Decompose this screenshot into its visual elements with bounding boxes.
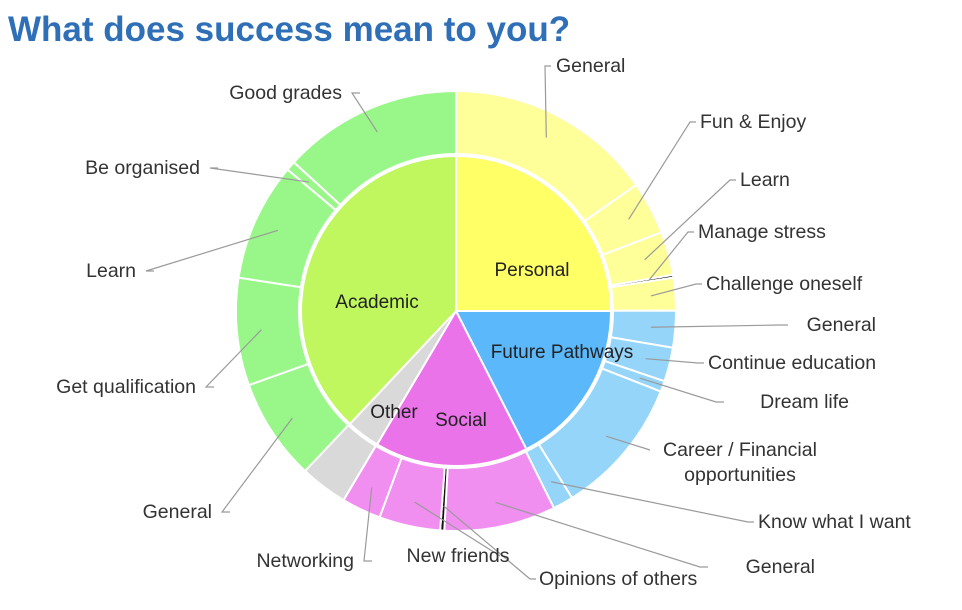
category-labels: Personal Future Pathways Social Other Academ… xyxy=(335,260,633,431)
leader-line-career-financial-opportunities xyxy=(605,435,651,451)
inner-label-future-pathways: Future Pathways xyxy=(491,342,634,363)
inner-segment-future-pathways xyxy=(454,310,613,451)
outer-label-academic-get-qualification: Get qualification xyxy=(56,376,196,398)
outer-segment-academic-good-grades xyxy=(292,89,457,207)
outer-ring xyxy=(235,89,678,532)
outer-label-academic-good-grades: Good grades xyxy=(229,82,342,104)
leader-line-networking xyxy=(363,487,373,562)
outer-label-future-pathways-general: General xyxy=(807,314,876,336)
leader-line-new-friends xyxy=(414,501,501,557)
outer-label-future-pathways-career-financial-opportunities: Career / Financial opportunities xyxy=(663,439,817,486)
inner-segment-personal xyxy=(455,154,613,312)
outer-label-social-new-friends: New friends xyxy=(407,545,510,567)
leader-line-get-qualification xyxy=(204,329,262,388)
leader-line-opinions-of-others xyxy=(443,505,536,580)
outer-label-academic-general: General xyxy=(143,501,212,523)
outer-label-future-pathways-dream-life: Dream life xyxy=(760,391,849,413)
outer-label-academic-learn: Learn xyxy=(86,260,136,282)
outer-label-personal-general: General xyxy=(556,55,625,77)
outer-label-personal-fun-enjoy: Fun & Enjoy xyxy=(700,111,806,133)
outer-label-future-pathways-know-what-i-want: Know what I want xyxy=(758,511,911,533)
outer-label-future-pathways-continue-education: Continue education xyxy=(708,352,876,374)
leader-line-learn xyxy=(145,229,279,272)
inner-segment-social xyxy=(375,308,528,467)
leader-line-learn xyxy=(644,179,736,261)
outer-label-personal-learn: Learn xyxy=(740,169,790,191)
leader-line-manage-stress xyxy=(648,231,694,281)
inner-ring xyxy=(300,154,613,467)
segment-labels: General Fun & Enjoy Learn Manage stress Chal… xyxy=(56,55,911,590)
inner-label-academic: Academic xyxy=(335,292,418,313)
outer-label-social-general: General xyxy=(746,556,815,578)
outer-label-personal-challenge-oneself: Challenge oneself xyxy=(706,273,863,295)
leader-line-know-what-i-want xyxy=(551,481,754,523)
leader-line-good-grades xyxy=(350,92,378,133)
inner-label-social: Social xyxy=(435,410,487,431)
outer-label-personal-manage-stress: Manage stress xyxy=(698,221,826,243)
leader-lines xyxy=(145,65,788,580)
outer-label-social-opinions-of-others: Opinions of others xyxy=(539,568,698,590)
leader-line-challenge-oneself xyxy=(650,283,702,297)
leader-line-fun-enjoy xyxy=(628,121,696,220)
leader-line-dream-life xyxy=(639,377,724,403)
leader-line-general xyxy=(220,417,293,513)
leader-line-general xyxy=(544,65,551,138)
leader-line-continue-education xyxy=(645,358,704,364)
inner-segment-academic xyxy=(300,154,457,426)
leader-line-general xyxy=(495,501,708,568)
inner-label-other: Other xyxy=(370,402,418,423)
leader-line-be-organised xyxy=(209,167,310,183)
chart-title: What does success mean to you? xyxy=(8,10,571,49)
outer-label-social-networking: Networking xyxy=(256,550,354,572)
leader-line-general xyxy=(650,324,788,328)
outer-label-academic-be-organised: Be organised xyxy=(85,157,200,179)
inner-label-personal: Personal xyxy=(495,260,570,281)
